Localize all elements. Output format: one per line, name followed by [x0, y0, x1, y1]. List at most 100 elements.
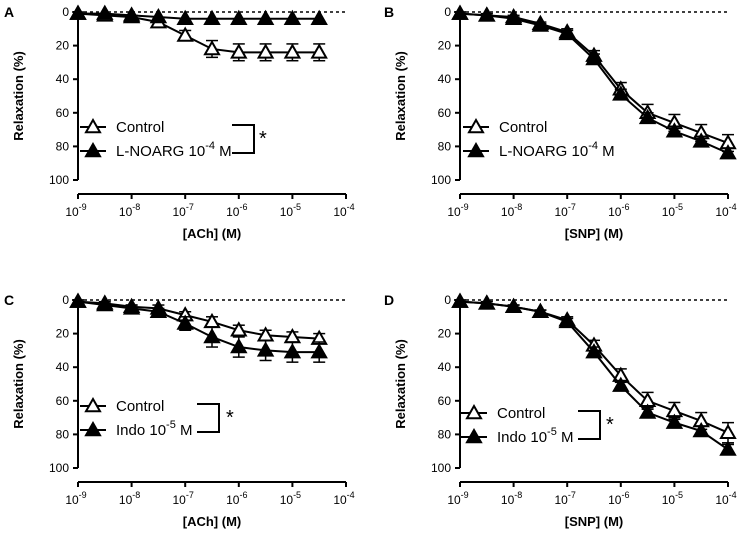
legend: Control L-NOARG 10-4 M: [463, 117, 615, 160]
data-point: [203, 9, 221, 25]
y-tick-label: 0: [444, 5, 451, 19]
data-point: [638, 403, 657, 419]
x-tick-label: 10-7: [555, 202, 576, 219]
data-point: [665, 413, 684, 429]
data-point: [451, 4, 469, 20]
legend-marker: [467, 141, 485, 158]
data-point: [719, 440, 737, 456]
x-tick-label: 10-9: [447, 490, 468, 507]
x-tick-label: 10-7: [555, 490, 576, 507]
data-point: [230, 321, 248, 337]
data-point: [585, 343, 603, 359]
x-tick-label: 10-4: [333, 490, 354, 507]
series-line: [77, 300, 320, 354]
y-tick-label: 20: [438, 39, 452, 53]
x-tick-label: 10-4: [715, 202, 736, 219]
legend-label: Control: [497, 405, 545, 422]
data-point: [283, 9, 302, 25]
x-tick-label: 10-8: [501, 202, 522, 219]
legend: Control Indo 10-5 M: [461, 403, 574, 446]
legend-label: Indo 10-5 M: [116, 419, 193, 439]
y-tick-label: 80: [56, 139, 70, 153]
significance-bracket: [578, 410, 601, 440]
legend-label: Control: [116, 398, 164, 415]
data-point: [665, 122, 684, 138]
data-point: [612, 376, 630, 392]
y-tick-label: 60: [438, 394, 452, 408]
data-point: [176, 314, 194, 330]
y-tick-label: 60: [56, 394, 70, 408]
data-point: [176, 26, 194, 42]
significance-star: *: [606, 414, 614, 436]
y-tick-label: 100: [49, 461, 69, 475]
legend: Control L-NOARG 10-4 M: [80, 117, 232, 160]
data-point: [558, 312, 576, 329]
y-tick-label: 40: [56, 72, 70, 86]
x-axis-label: [ACh] (M): [183, 514, 241, 529]
series-line: [78, 12, 320, 20]
data-point: [692, 132, 710, 148]
panel-b: B 0 20 40 60 80 100 10-9 10-8 10-7 10-6 10-5 10-4 Rel…: [384, 4, 737, 241]
series-treatment: [451, 292, 737, 456]
series-line: [459, 300, 729, 451]
data-point: [531, 302, 550, 319]
panel-c: C 0 20 40 60 80 100 10-9 10-8 10-7 10-6 10-5 10-4 Rel…: [4, 292, 355, 529]
legend-label: L-NOARG 10-4 M: [499, 140, 615, 160]
y-tick-label: 0: [444, 293, 451, 307]
series-control: [69, 292, 328, 345]
data-point: [310, 9, 328, 25]
legend-label: L-NOARG 10-4 M: [116, 140, 232, 160]
data-point: [149, 302, 168, 319]
data-point: [504, 9, 523, 25]
panel-letter: A: [4, 4, 14, 20]
x-axis-label: [SNP] (M): [565, 514, 624, 529]
data-point: [203, 39, 221, 56]
x-tick-label: 10-4: [333, 202, 354, 219]
panel-letter: C: [4, 292, 14, 308]
y-tick-label: 100: [49, 173, 69, 187]
data-point: [504, 297, 523, 313]
data-point: [478, 6, 496, 22]
significance-bracket: [197, 403, 220, 433]
data-point: [585, 50, 603, 66]
legend-label: Control: [499, 119, 547, 136]
data-point: [256, 9, 275, 25]
x-tick-label: 10-7: [173, 202, 194, 219]
series-treatment: [69, 292, 328, 363]
panel-d: D 0 20 40 60 80 100 10-9 10-8 10-7 10-6 10-5 10-4 Rel…: [384, 292, 737, 529]
x-tick-label: 10-6: [226, 490, 247, 507]
legend: Control Indo 10-5 M: [80, 396, 193, 439]
legend-marker: [465, 403, 483, 420]
data-point: [96, 296, 114, 312]
y-tick-label: 0: [62, 5, 69, 19]
data-point: [638, 108, 657, 125]
series-control: [451, 292, 737, 444]
x-tick-label: 10-6: [608, 490, 629, 507]
x-tick-label: 10-5: [662, 490, 683, 507]
x-axis-label: [SNP] (M): [565, 226, 624, 241]
data-point: [230, 9, 248, 25]
panel-letter: D: [384, 292, 394, 308]
y-tick-label: 40: [438, 72, 452, 86]
x-tick-label: 10-6: [226, 202, 247, 219]
data-point: [122, 299, 141, 315]
legend-marker: [84, 396, 102, 413]
y-tick-label: 100: [431, 173, 451, 187]
panel-letter: B: [384, 4, 394, 20]
panel-a: A 0 20 40 60 80 100 10-9 10-8 10-7 10-6 10-5 10-4 Rel…: [4, 4, 355, 241]
series-treatment: [451, 4, 737, 160]
y-axis-label: Relaxation (%): [393, 51, 408, 141]
x-tick-label: 10-8: [501, 490, 522, 507]
y-tick-label: 40: [438, 360, 452, 374]
legend-marker: [84, 420, 102, 437]
data-point: [203, 327, 221, 344]
data-point: [719, 144, 737, 160]
y-tick-label: 100: [431, 461, 451, 475]
data-point: [230, 338, 248, 354]
x-tick-label: 10-8: [119, 490, 140, 507]
x-tick-label: 10-8: [119, 202, 140, 219]
data-point: [149, 8, 168, 24]
y-tick-label: 60: [438, 106, 452, 120]
data-point: [69, 4, 87, 20]
